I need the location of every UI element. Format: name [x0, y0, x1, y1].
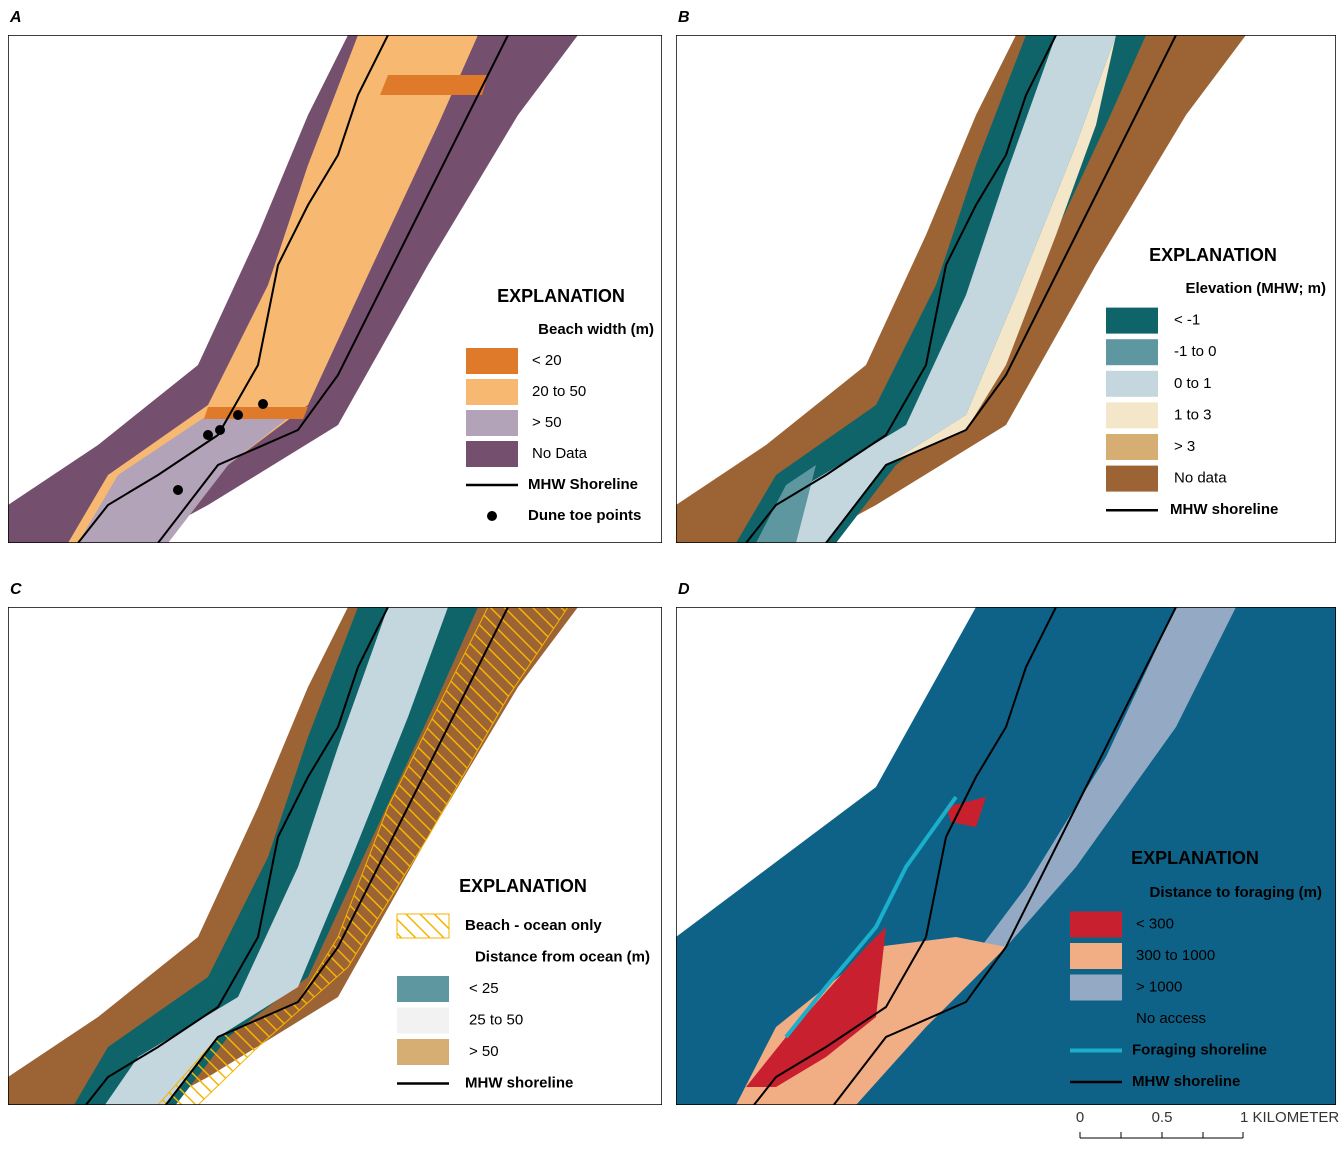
legend-label: 300 to 1000 — [1136, 947, 1215, 964]
legend-title: EXPLANATION — [497, 286, 625, 306]
legend-label: 20 to 50 — [532, 383, 586, 400]
map-c — [8, 607, 662, 1115]
legend-swatch — [1070, 975, 1122, 1001]
legend-label: 0 to 1 — [1174, 375, 1212, 392]
scale-label: 0 — [1076, 1109, 1084, 1126]
legend-label: Dune toe points — [528, 507, 641, 524]
legend-label: MHW Shoreline — [528, 476, 638, 493]
legend-label: > 50 — [469, 1043, 499, 1060]
scale-label: 0.5 — [1152, 1109, 1173, 1126]
legend-swatch — [466, 410, 518, 436]
panel-label: A — [9, 9, 22, 26]
legend-swatch — [1106, 466, 1158, 492]
legend-title: EXPLANATION — [459, 876, 587, 896]
legend-heading: Beach width (m) — [538, 321, 654, 338]
legend-swatch — [1106, 434, 1158, 460]
legend-label: No Data — [532, 445, 588, 462]
legend-swatch — [1106, 308, 1158, 334]
legend-label: > 50 — [532, 414, 562, 431]
legend-label: > 3 — [1174, 438, 1195, 455]
legend-swatch — [466, 379, 518, 405]
legend-title: EXPLANATION — [1131, 848, 1259, 868]
legend-label: > 1000 — [1136, 978, 1182, 995]
legend-heading: Elevation (MHW; m) — [1185, 280, 1326, 297]
legend-label: No access — [1136, 1010, 1206, 1027]
figure: 0 0.5 1 KILOMETER A EXPLANATION Beach widt… — [0, 0, 1343, 1147]
legend-label: < 20 — [532, 352, 562, 369]
panel-label: D — [678, 581, 690, 598]
legend-swatch — [466, 348, 518, 374]
scale-label: 1 KILOMETER — [1240, 1109, 1339, 1126]
legend-label: Beach - ocean only — [465, 917, 602, 934]
legend-swatch — [1070, 1006, 1122, 1032]
legend-swatch — [1070, 912, 1122, 938]
legend-label: < -1 — [1174, 312, 1200, 329]
legend-label: MHW shoreline — [1132, 1073, 1240, 1090]
legend-swatch — [466, 441, 518, 467]
legend-label: Foraging shoreline — [1132, 1041, 1267, 1058]
legend-swatch — [397, 976, 449, 1002]
legend-swatch — [397, 1008, 449, 1034]
legend-label: < 25 — [469, 980, 499, 997]
legend-swatch — [1106, 402, 1158, 428]
legend-label: MHW shoreline — [465, 1074, 573, 1091]
legend-label: -1 to 0 — [1174, 343, 1217, 360]
legend-label: No data — [1174, 470, 1227, 487]
legend-label: < 300 — [1136, 915, 1174, 932]
legend-heading: Distance from ocean (m) — [475, 948, 650, 965]
legend-title: EXPLANATION — [1149, 245, 1277, 265]
legend-swatch — [1070, 943, 1122, 969]
legend-label: 1 to 3 — [1174, 406, 1212, 423]
scale-bar — [1080, 1132, 1243, 1138]
legend-swatch — [1106, 339, 1158, 365]
legend-swatch — [1106, 371, 1158, 397]
legend-swatch — [397, 1039, 449, 1065]
legend-label: 25 to 50 — [469, 1011, 523, 1028]
legend-swatch — [397, 914, 449, 938]
legend-label: MHW shoreline — [1170, 501, 1278, 518]
panel-label: B — [678, 9, 690, 26]
legend-dot — [487, 511, 497, 521]
legend-heading: Distance to foraging (m) — [1149, 884, 1322, 901]
panel-label: C — [10, 581, 22, 598]
